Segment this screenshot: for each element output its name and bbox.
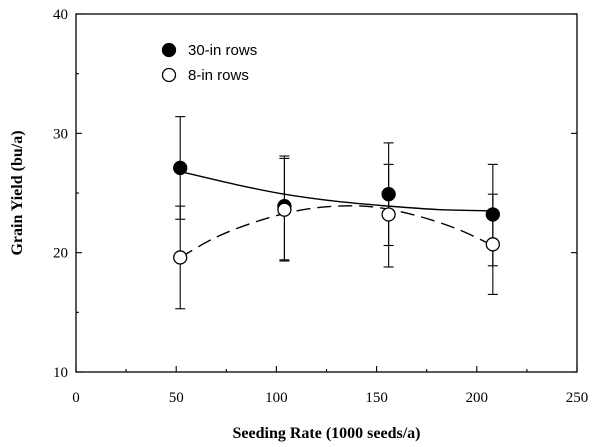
point-8-in-rows	[485, 237, 500, 252]
legend-marker-8-in-rows	[161, 67, 177, 83]
point-30-in-rows	[381, 187, 396, 202]
legend-label-8-in-rows: 8-in rows	[188, 67, 249, 84]
data-points	[173, 160, 500, 265]
plot-frame	[75, 13, 578, 373]
y-tick-label: 40	[53, 7, 68, 23]
fit-curves	[179, 170, 494, 259]
x-tick-label: 150	[365, 390, 388, 406]
y-tick-label: 10	[53, 365, 68, 381]
point-8-in-rows	[173, 250, 188, 265]
legend-marker-30-in-rows	[161, 42, 177, 58]
x-tick-label: 200	[466, 390, 489, 406]
y-axis-title: Grain Yield (bu/a)	[9, 130, 26, 255]
x-tick-label: 0	[72, 390, 80, 406]
y-tick-label: 20	[53, 246, 68, 262]
fit-curve-30-in-rows	[180, 170, 493, 212]
x-tick-label: 50	[169, 390, 184, 406]
point-8-in-rows	[381, 207, 396, 222]
point-30-in-rows	[485, 207, 500, 222]
error-bars	[175, 116, 498, 310]
fit-curve-8-in-rows	[179, 205, 494, 259]
legend-label-30-in-rows: 30-in rows	[188, 42, 257, 59]
x-tick-label: 250	[566, 390, 589, 406]
point-30-in-rows	[173, 160, 188, 176]
x-tick-label: 100	[265, 390, 288, 406]
y-tick-label: 30	[53, 126, 68, 142]
x-axis-title: Seeding Rate (1000 seeds/a)	[233, 425, 421, 442]
legend: 30-in rows 8-in rows	[161, 42, 257, 84]
point-8-in-rows	[277, 202, 292, 217]
axes: 0 50 100 150 200 250 10 20 30 40	[53, 7, 588, 406]
